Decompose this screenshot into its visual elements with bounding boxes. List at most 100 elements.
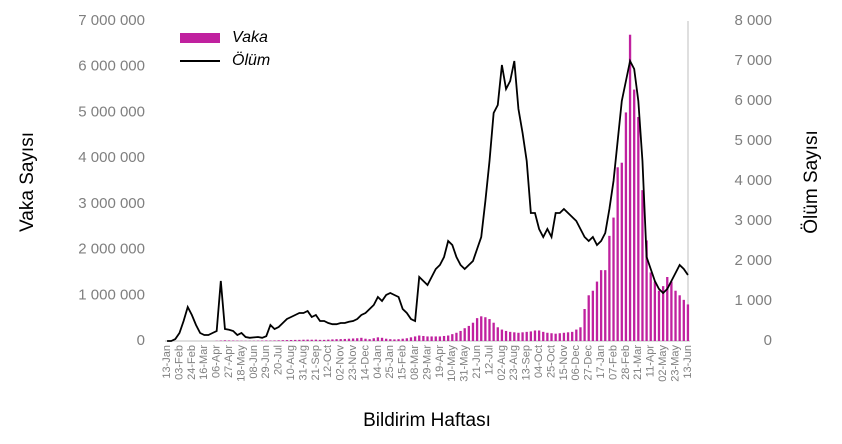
y2-axis-title: Ölüm Sayısı (801, 130, 822, 233)
legend-swatch (180, 33, 220, 43)
bar (641, 190, 643, 341)
bar (414, 336, 416, 341)
x-tick-label: 23-Aug (508, 345, 520, 380)
bar (596, 282, 598, 341)
bar (447, 336, 449, 341)
bar (492, 323, 494, 341)
bar (273, 340, 275, 341)
bar (612, 218, 614, 341)
bar (402, 339, 404, 341)
x-tick-label: 03-Feb (173, 345, 185, 380)
bar (579, 327, 581, 341)
legend-label: Vaka (232, 29, 268, 46)
x-tick-label: 12-Jul (483, 345, 495, 375)
x-tick-label: 10-Aug (285, 345, 297, 380)
bar (476, 318, 478, 341)
y2-tick-label: 3 000 (734, 212, 772, 229)
x-tick-label: 21-Jun (471, 345, 483, 379)
bar (282, 340, 284, 341)
bar (290, 340, 292, 341)
bar (389, 339, 391, 341)
x-tick-label: 24-Feb (186, 345, 198, 380)
x-tick-label: 17-Jan (595, 345, 607, 379)
bar (418, 336, 420, 341)
bar (323, 340, 325, 341)
bar (344, 339, 346, 341)
y2-tick-label: 4 000 (734, 172, 772, 189)
bar (352, 338, 354, 341)
x-tick-label: 25-Oct (545, 345, 557, 378)
y-tick-label: 0 (137, 332, 145, 349)
bar (674, 291, 676, 341)
bar (604, 270, 606, 341)
bar (679, 295, 681, 341)
bar (538, 330, 540, 341)
bar (629, 35, 631, 341)
bar (278, 340, 280, 341)
y-tick-label: 1 000 000 (78, 286, 145, 303)
y-tick-label: 5 000 000 (78, 103, 145, 120)
bar (625, 112, 627, 341)
x-tick-label: 07-Feb (607, 345, 619, 380)
bar (356, 338, 358, 341)
x-tick-label: 08-Jun (248, 345, 260, 379)
x-tick-label: 04-Oct (533, 345, 545, 378)
y-tick-label: 4 000 000 (78, 149, 145, 166)
bar (542, 332, 544, 341)
bar (224, 340, 226, 341)
bar (621, 163, 623, 341)
bar (410, 337, 412, 341)
y2-tick-label: 7 000 (734, 52, 772, 69)
x-tick-label: 18-May (235, 345, 247, 382)
bar (521, 332, 523, 341)
bar (546, 333, 548, 341)
bar (422, 336, 424, 341)
y2-tick-label: 2 000 (734, 252, 772, 269)
bar (426, 336, 428, 341)
bar (385, 339, 387, 341)
bar (360, 338, 362, 341)
y2-tick-label: 6 000 (734, 92, 772, 109)
bar (517, 333, 519, 341)
bar (567, 332, 569, 341)
bar (530, 331, 532, 341)
x-tick-label: 31-Aug (297, 345, 309, 380)
bar (464, 328, 466, 341)
bar (472, 323, 474, 341)
bar (662, 286, 664, 341)
x-tick-label: 28-Feb (620, 345, 632, 380)
bar (406, 338, 408, 341)
x-tick-label: 02-May (657, 345, 669, 382)
bar (311, 340, 313, 341)
bar (658, 291, 660, 341)
y2-tick-label: 0 (764, 332, 772, 349)
y2-tick-label: 8 000 (734, 12, 772, 29)
bar (315, 340, 317, 341)
y-tick-label: 6 000 000 (78, 58, 145, 75)
bar (443, 336, 445, 341)
x-tick-label: 15-Nov (558, 345, 570, 381)
bar (600, 270, 602, 341)
x-tick-label: 12-Oct (322, 345, 334, 378)
x-tick-label: 23-May (669, 345, 681, 382)
x-tick-label: 25-Jan (384, 345, 396, 379)
bar (670, 282, 672, 341)
bar (340, 339, 342, 341)
bar (505, 331, 507, 341)
bar (683, 300, 685, 341)
bar (265, 340, 267, 341)
bar (468, 326, 470, 341)
bar (509, 332, 511, 341)
bar (455, 333, 457, 341)
bar (435, 336, 437, 341)
bar (368, 339, 370, 341)
bar (377, 337, 379, 341)
bar (373, 338, 375, 341)
x-tick-label: 21-Mar (632, 345, 644, 380)
y-tick-label: 3 000 000 (78, 195, 145, 212)
x-tick-label: 23-Nov (347, 345, 359, 381)
bar (430, 336, 432, 341)
x-tick-label: 20-Jul (273, 345, 285, 375)
y-tick-label: 7 000 000 (78, 12, 145, 29)
bar (348, 339, 350, 341)
